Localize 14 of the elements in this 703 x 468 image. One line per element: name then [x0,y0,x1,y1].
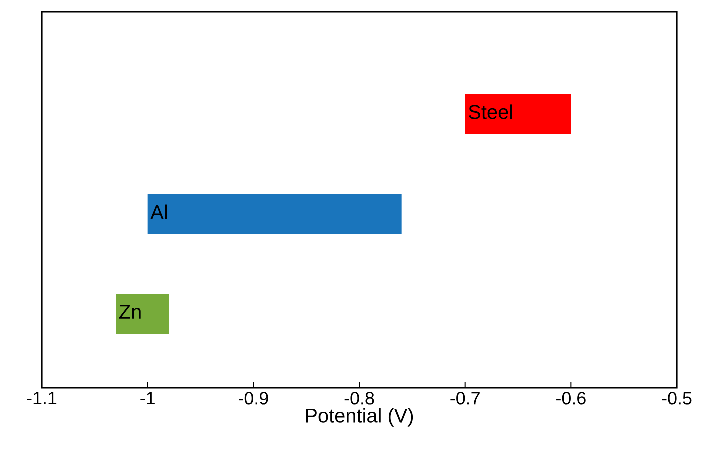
bar [116,294,169,334]
x-tick-label: -0.5 [662,392,692,405]
x-tick-label: -1 [140,392,155,404]
y-tick-label: Zn [120,305,141,319]
x-axis-title: Potential (V) [306,408,414,427]
bar [465,94,572,134]
x-tick-label: -0.7 [450,392,480,405]
y-tick-label: Steel [469,104,512,120]
x-tick-label: -1.1 [27,392,57,404]
x-tick-label: -0.6 [556,392,586,405]
x-tick-label: -0.8 [344,392,374,405]
x-tick-label: -0.9 [239,392,268,405]
y-tick-label: Al [150,204,168,220]
bar [148,194,402,234]
